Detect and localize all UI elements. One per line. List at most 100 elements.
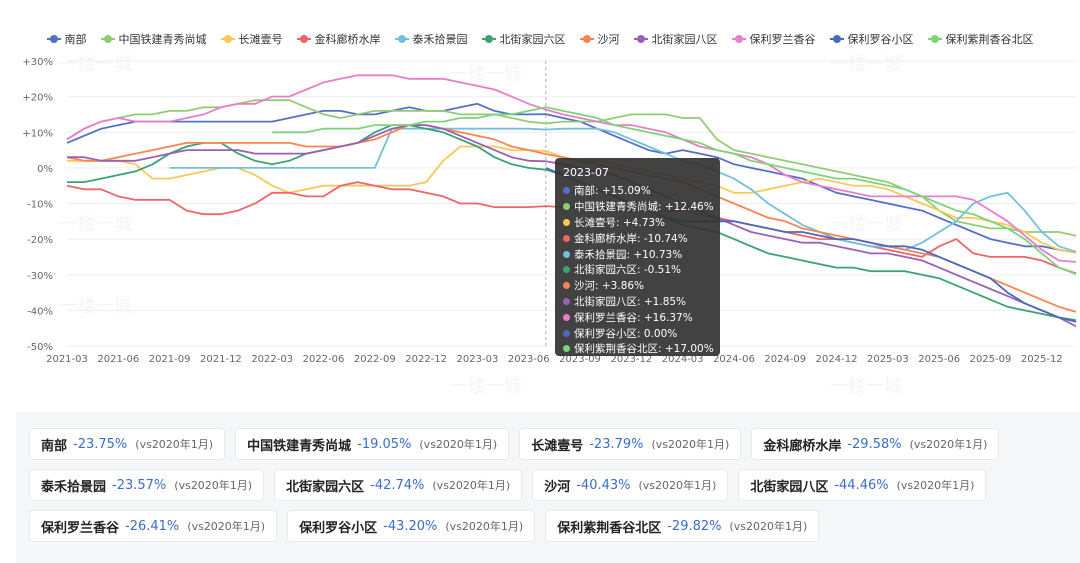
tooltip-label: 保利罗谷小区: 0.00% [574,327,678,340]
card-value: -19.05% [357,436,412,452]
tooltip-label: 北街家园六区: -0.51% [574,264,682,277]
tooltip-row: 金科廊桥水岸: -10.74% [563,230,712,246]
tooltip-label: 泰禾拾景园: +10.73% [574,248,683,261]
summary-card: 泰禾拾景园 -23.57% (vs2020年1月) [29,469,265,501]
card-name: 长滩壹号 [531,438,584,454]
tooltip-row: 泰禾拾景园: +10.73% [563,246,712,262]
x-tick-label: 2025-12 [1021,354,1063,365]
tooltip-label: 北街家园八区: +1.85% [574,295,687,308]
tooltip-dot [563,234,570,242]
x-tick-label: 2024-12 [816,354,858,365]
legend-swatch [46,35,61,43]
tooltip-dot [563,345,570,353]
series-line [169,127,1077,253]
tooltip-dot [563,266,570,274]
tooltip-dot [563,329,570,337]
tooltip-dot [563,187,570,195]
summary-card: 南部 -23.75% (vs2020年1月) [29,428,226,460]
card-baseline: (vs2020年1月) [432,479,511,492]
x-tick-label: 2025-03 [867,354,909,365]
tooltip-dot [563,250,570,258]
card-name: 北街家园六区 [286,479,365,495]
tooltip-label: 金科廊桥水岸: -10.74% [574,232,688,245]
legend-swatch [220,35,235,43]
summary-card: 金科廊桥水岸 -29.58% (vs2020年1月) [751,428,1000,460]
card-value: -23.75% [73,436,128,452]
summary-row: 南部 -23.75% (vs2020年1月) 中国铁建青秀尚城 -19.05% (vs20… [29,428,1000,460]
tooltip-row: 保利罗兰香谷: +16.37% [563,309,712,325]
legend-swatch [100,35,115,43]
legend-item[interactable]: 保利罗谷小区 [829,31,914,47]
y-tick-label: +10% [22,128,53,139]
card-baseline: (vs2020年1月) [174,479,253,492]
y-tick-label: +30% [22,57,53,68]
chart-tooltip: 2023-07 南部: +15.09% 中国铁建青秀尚城: +12.46% 长滩壹号… [555,158,720,356]
legend-label: 沙河 [597,33,620,46]
tooltip-label: 南部: +15.09% [574,185,651,198]
summary-card: 保利罗兰香谷 -26.41% (vs2020年1月) [29,510,278,542]
legend-item[interactable]: 中国铁建青秀尚城 [100,31,207,47]
x-tick-label: 2021-12 [200,354,242,365]
card-baseline: (vs2020年1月) [135,438,214,451]
tooltip-row: 长滩壹号: +4.73% [563,215,712,231]
y-tick-label: -40% [27,306,53,317]
legend-item[interactable]: 北街家园八区 [633,31,718,47]
card-baseline: (vs2020年1月) [651,438,730,451]
legend-item[interactable]: 长滩壹号 [220,31,283,47]
legend-item[interactable]: 保利罗兰香谷 [731,31,816,47]
card-name: 保利紫荆香谷北区 [557,520,662,536]
summary-card: 北街家园八区 -44.46% (vs2020年1月) [738,469,987,501]
legend-swatch [481,35,496,43]
legend-label: 中国铁建青秀尚城 [118,33,207,46]
tooltip-dot [563,218,570,226]
card-baseline: (vs2020年1月) [419,438,498,451]
legend-swatch [579,35,594,43]
legend-item[interactable]: 金科廊桥水岸 [296,31,381,47]
x-tick-label: 2025-09 [970,354,1012,365]
tooltip-label: 保利罗兰香谷: +16.37% [574,311,693,324]
legend-swatch [829,35,844,43]
card-value: -29.58% [847,436,902,452]
legend-label: 保利罗谷小区 [847,33,914,46]
x-tick-label: 2022-12 [405,354,447,365]
legend-label: 金科廊桥水岸 [314,33,381,46]
x-tick-label: 2025-06 [918,354,960,365]
series-line [272,106,1077,275]
x-tick-label: 2023-06 [508,354,550,365]
legend-item[interactable]: 北街家园六区 [481,31,566,47]
x-tick-label: 2023-03 [457,354,499,365]
x-tick-label: 2021-03 [46,354,88,365]
legend-item[interactable]: 泰禾拾景园 [394,31,468,47]
tooltip-label: 沙河: +3.86% [574,280,645,293]
card-name: 沙河 [544,479,571,495]
card-value: -43.20% [383,518,438,534]
legend-label: 保利紫荆香谷北区 [945,33,1034,46]
card-name: 中国铁建青秀尚城 [247,438,352,454]
x-tick-label: 2024-06 [713,354,755,365]
x-tick-label: 2022-09 [354,354,396,365]
series-line [66,74,1077,263]
legend-label: 北街家园六区 [499,33,566,46]
legend-item[interactable]: 沙河 [579,31,620,47]
card-name: 南部 [41,438,68,454]
legend-label: 北街家园八区 [651,33,718,46]
summary-card: 北街家园六区 -42.74% (vs2020年1月) [274,469,523,501]
summary-card: 沙河 -40.43% (vs2020年1月) [532,469,729,501]
legend-label: 保利罗兰香谷 [749,33,816,46]
card-baseline: (vs2020年1月) [909,438,988,451]
legend-item[interactable]: 保利紫荆香谷北区 [927,31,1034,47]
legend-item[interactable]: 南部 [46,31,87,47]
legend-label: 长滩壹号 [238,33,283,46]
y-tick-label: -30% [27,271,53,282]
card-baseline: (vs2020年1月) [187,520,266,533]
x-tick-label: 2024-09 [764,354,806,365]
summary-panel: 南部 -23.75% (vs2020年1月) 中国铁建青秀尚城 -19.05% (vs20… [16,412,1080,563]
card-value: -23.57% [112,477,167,493]
x-tick-label: 2023-09 [559,354,601,365]
card-name: 保利罗谷小区 [299,520,378,536]
legend-swatch [394,35,409,43]
x-tick-label: 2021-09 [149,354,191,365]
legend-swatch [927,35,942,43]
card-baseline: (vs2020年1月) [445,520,524,533]
card-baseline: (vs2020年1月) [638,479,717,492]
